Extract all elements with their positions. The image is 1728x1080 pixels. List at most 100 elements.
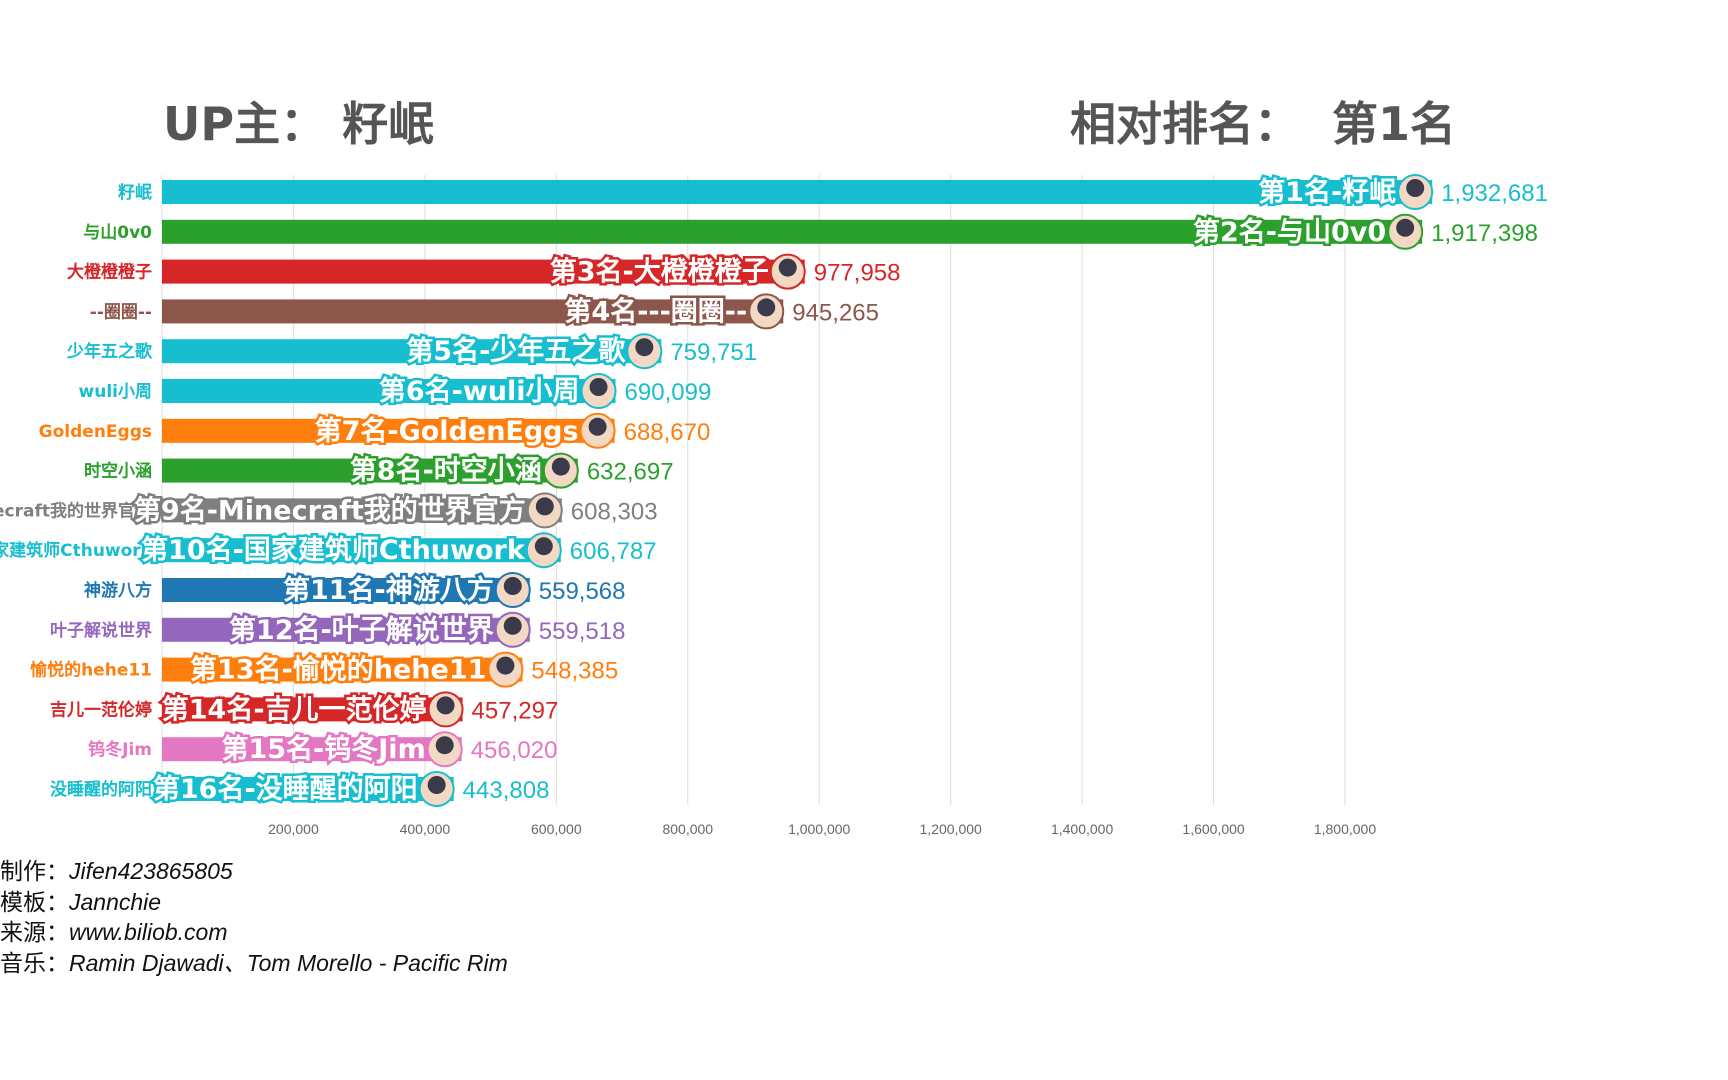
bar — [162, 259, 805, 284]
value-label: 632,697 — [587, 459, 674, 486]
value-label: 559,568 — [539, 578, 626, 605]
bar-label: 第5名-少年五之歌 — [406, 335, 626, 367]
category-label: 与山0v0 — [83, 223, 152, 243]
credit-value: Ramin Djawadi、Tom Morello - Pacific Rim — [69, 950, 508, 977]
value-label: 443,808 — [463, 777, 550, 804]
rank-title: 相对排名： 第1名 — [1070, 88, 1456, 154]
credit-label: 制作： — [0, 859, 69, 885]
avatar-hair — [503, 577, 522, 595]
bar-label: 第10名-国家建筑师Cthuwork — [141, 534, 526, 566]
bar — [162, 458, 578, 483]
value-label: 1,932,681 — [1441, 180, 1548, 207]
bar-label: 第11名-神游八方 — [283, 574, 494, 606]
bar-label: 第9名-Minecraft我的世界官方 — [134, 494, 526, 526]
credit-value: Jannchie — [69, 888, 162, 915]
category-label: 时空小涵 — [84, 461, 152, 482]
x-tick-label: 800,000 — [662, 821, 713, 837]
x-tick-label: 1,800,000 — [1314, 821, 1376, 837]
bar — [162, 538, 561, 563]
bar — [162, 578, 530, 602]
value-label: 456,020 — [471, 737, 558, 764]
credit-line: 来源：www.biliob.com — [0, 913, 228, 947]
avatar-hair — [436, 696, 455, 715]
rank-value: 第1名 — [1332, 97, 1457, 151]
avatar-hair — [496, 656, 515, 675]
avatar-hair — [503, 616, 522, 635]
x-tick-label: 1,600,000 — [1182, 821, 1244, 837]
value-label: 559,518 — [539, 618, 626, 645]
x-tick-label: 1,000,000 — [788, 821, 850, 837]
bar-label: 第15名-钨冬Jim — [221, 733, 425, 765]
avatar-hair — [588, 417, 607, 436]
x-tick-label: 1,400,000 — [1051, 821, 1113, 837]
bar — [162, 777, 454, 801]
value-label: 690,099 — [625, 379, 712, 406]
credit-label: 来源： — [0, 920, 69, 947]
bar-label: 第6名-wuli小周 — [379, 375, 580, 407]
category-label: GoldenEggs — [39, 422, 152, 442]
category-label: --圈圈-- — [90, 302, 152, 322]
x-tick-label: 200,000 — [268, 821, 319, 837]
bar — [162, 180, 1433, 204]
category-label: 愉悦的hehe11 — [30, 660, 152, 681]
avatar-hair — [1396, 218, 1415, 237]
value-label: 606,787 — [570, 538, 657, 565]
credit-label: 音乐： — [0, 951, 69, 978]
bar — [162, 299, 784, 324]
bar — [162, 379, 616, 403]
category-label: 大橙橙橙子 — [67, 262, 152, 283]
value-label: 1,917,398 — [1431, 220, 1538, 247]
bar — [162, 418, 615, 443]
bar-label: 第16名-没睡醒的阿阳 — [153, 773, 418, 805]
bar-label: 第3名-大橙橙橙子 — [550, 256, 769, 288]
category-label: 叶子解说世界 — [50, 620, 152, 641]
bar-label: 第8名-时空小涵 — [350, 455, 542, 487]
bar-label: 第7名-GoldenEggs — [315, 415, 579, 447]
category-label: 籽岷 — [118, 182, 152, 203]
category-label: 吉儿一范伦婷 — [50, 699, 152, 720]
x-tick-label: 400,000 — [400, 821, 451, 837]
x-tick-label: 600,000 — [531, 821, 582, 837]
rank-label: 相对排名： — [1070, 97, 1300, 151]
credit-line: 音乐：Ramin Djawadi、Tom Morello - Pacific R… — [0, 944, 508, 978]
bar — [162, 617, 530, 642]
category-label: 神游八方 — [84, 580, 152, 601]
credit-line: 制作：Jifen423865805 — [0, 852, 233, 886]
category-label: wuli小周 — [79, 382, 152, 402]
credit-value: Jifen423865805 — [69, 858, 233, 884]
bar-label: 第13名-愉悦的hehe11 — [190, 654, 486, 686]
avatar-hair — [1406, 179, 1425, 197]
value-label: 759,751 — [670, 339, 757, 366]
category-label: 钨冬Jim — [88, 739, 152, 760]
bar-label: 第2名-与山0v0 — [1193, 216, 1386, 248]
bar — [162, 498, 562, 523]
avatar-hair — [778, 258, 797, 277]
bar — [162, 657, 523, 682]
bar — [162, 219, 1423, 244]
up-name: 籽岷 — [342, 97, 435, 151]
avatar-hair — [534, 537, 553, 556]
value-label: 945,265 — [792, 299, 879, 326]
bar — [162, 697, 463, 722]
bar-label: 第1名-籽岷 — [1258, 176, 1396, 208]
value-label: 977,958 — [814, 260, 901, 287]
bar — [162, 737, 462, 762]
value-label: 457,297 — [472, 697, 559, 724]
category-label: 没睡醒的阿阳 — [50, 779, 152, 800]
value-label: 548,385 — [531, 658, 618, 685]
bar-chart: 200,000 400,000 600,000 800,000 1,000,000 1,2… — [0, 174, 1548, 838]
value-label: 608,303 — [571, 498, 658, 525]
value-label: 688,670 — [624, 419, 711, 446]
bar — [162, 339, 662, 364]
avatar-hair — [757, 298, 776, 317]
up-label: UP主： — [163, 97, 327, 151]
credit-value: www.biliob.com — [69, 919, 228, 946]
avatar-hair — [589, 378, 608, 396]
x-tick-label: 1,200,000 — [920, 821, 982, 837]
avatar-hair — [435, 736, 454, 755]
category-label: 少年五之歌 — [66, 341, 153, 362]
bar-label: 第14名-吉儿一范伦婷 — [162, 693, 427, 725]
avatar-hair — [535, 497, 554, 516]
avatar-hair — [635, 338, 654, 357]
bar-label: 第12名-叶子解说世界 — [229, 614, 494, 646]
